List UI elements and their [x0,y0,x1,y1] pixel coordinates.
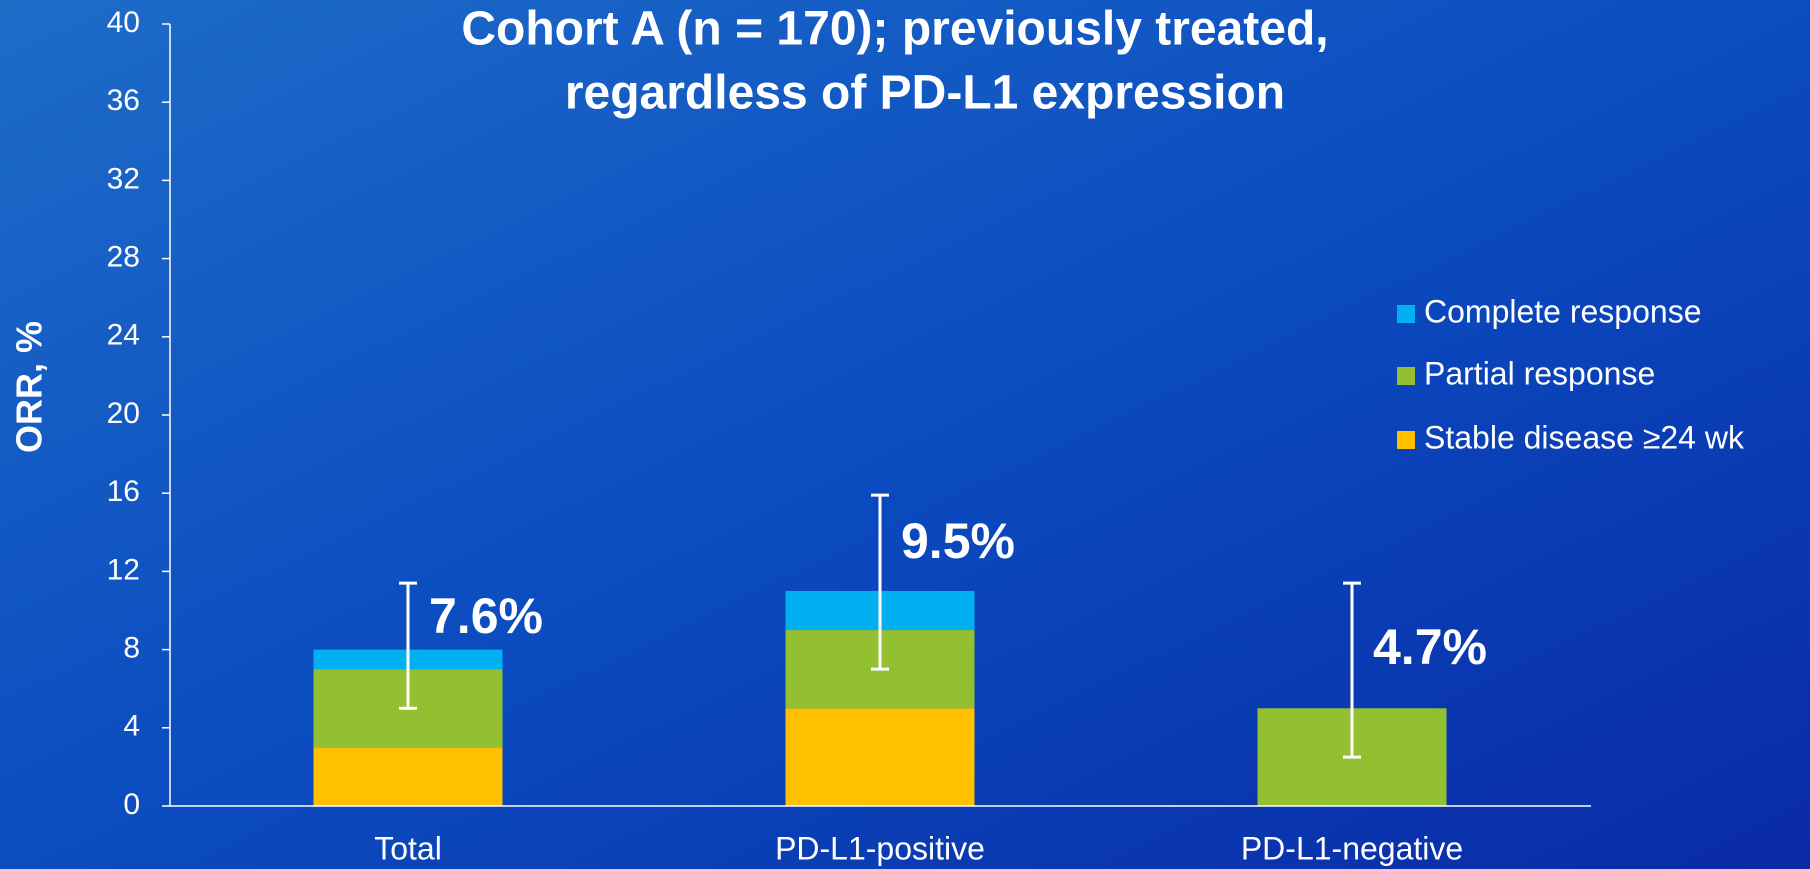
legend-swatch [1397,305,1415,323]
y-tick-label: 36 [107,84,140,117]
x-tick-label: PD-L1-positive [775,830,985,866]
legend-swatch [1397,367,1415,385]
y-tick-label: 8 [123,632,140,665]
y-tick-label: 16 [107,475,140,508]
bar-segment [785,708,975,806]
x-tick-label: Total [374,830,442,866]
y-tick-label: 12 [107,553,140,586]
y-tick-label: 32 [107,162,140,195]
y-tick-label: 0 [123,788,140,821]
error-bar [871,493,889,671]
data-label: 7.6% [429,588,543,644]
legend-label: Partial response [1424,355,1655,391]
bar-segment [313,747,503,806]
legend-label: Complete response [1424,293,1701,329]
data-label: 9.5% [901,513,1015,569]
y-tick-label: 40 [107,6,140,39]
data-label: 4.7% [1373,619,1487,675]
y-axis-label: ORR, % [9,321,50,453]
y-tick-label: 4 [123,710,140,743]
y-tick-label: 20 [107,397,140,430]
x-tick-label: PD-L1-negative [1241,830,1463,866]
chart-title: regardless of PD-L1 expression [565,67,1285,120]
y-tick-label: 24 [107,319,140,352]
chart-title: Cohort A (n = 170); previously treated, [461,3,1328,56]
legend-label: Stable disease ≥24 wk [1424,419,1745,455]
legend-swatch [1397,431,1415,449]
y-tick-label: 28 [107,241,140,274]
error-bar [399,581,417,710]
error-bar [1343,581,1361,759]
